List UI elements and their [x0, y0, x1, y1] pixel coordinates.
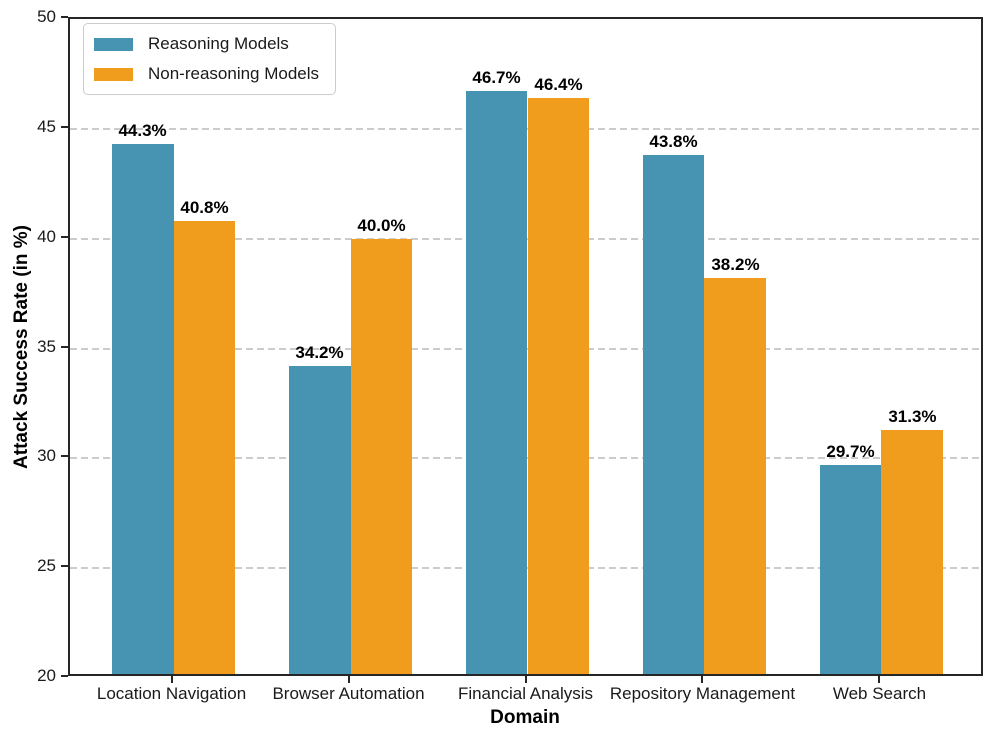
y-tick-mark	[61, 125, 68, 128]
x-tick-label: Repository Management	[609, 684, 796, 703]
y-tick-mark	[61, 16, 68, 18]
x-tick-mark	[878, 676, 881, 683]
x-tick-mark	[170, 676, 173, 683]
bar-reasoning-models	[111, 144, 174, 674]
x-tick-label: Location Navigation	[96, 684, 247, 703]
y-tick-label: 20	[37, 666, 56, 685]
bar-value-label: 31.3%	[888, 406, 937, 426]
bar-nonreasoning-models	[881, 429, 944, 674]
legend-item-nonreasoning-models: Non-reasoning Models	[94, 64, 319, 84]
bar-value-label: 29.7%	[826, 441, 875, 461]
bar-reasoning-models	[642, 155, 705, 674]
x-axis-title: Domain	[490, 707, 560, 728]
y-tick-label: 25	[37, 556, 56, 576]
y-tick-mark	[61, 235, 68, 238]
bar-nonreasoning-models	[704, 278, 767, 674]
y-tick-label: 40	[37, 226, 56, 246]
y-tick-mark	[61, 345, 68, 348]
bar-value-label: 38.2%	[711, 255, 760, 275]
legend-swatch-reasoning-models	[94, 37, 133, 51]
x-tick-label: Financial Analysis	[457, 684, 594, 703]
y-tick-mark	[61, 565, 68, 568]
x-tick-label: Browser Automation	[272, 684, 425, 703]
bar-value-label: 46.7%	[472, 68, 521, 88]
bar-reasoning-models	[465, 91, 528, 674]
bar-value-label: 40.0%	[357, 215, 406, 235]
y-tick-mark	[61, 675, 68, 677]
y-tick-label: 50	[37, 7, 56, 26]
bar-reasoning-models	[819, 464, 882, 674]
legend-item-reasoning-models: Reasoning Models	[94, 34, 319, 54]
y-tick-label: 45	[37, 116, 56, 136]
legend: Reasoning Models Non-reasoning Models	[83, 23, 337, 95]
x-tick-mark	[701, 676, 704, 683]
x-tick-label: Web Search	[832, 684, 927, 703]
bar-value-label: 34.2%	[295, 343, 344, 363]
bar-value-label: 43.8%	[649, 132, 698, 152]
legend-label-nonreasoning-models: Non-reasoning Models	[148, 64, 320, 83]
y-tick-mark	[61, 455, 68, 458]
bar-nonreasoning-models	[350, 238, 413, 674]
bar-value-label: 40.8%	[180, 198, 229, 218]
y-tick-label: 35	[37, 336, 56, 356]
legend-swatch-nonreasoning-models	[94, 67, 133, 81]
bar-nonreasoning-models	[527, 98, 590, 674]
bar-nonreasoning-models	[173, 221, 236, 674]
bar-value-label: 46.4%	[534, 75, 583, 95]
plot-area: Reasoning Models Non-reasoning Models 44…	[68, 17, 983, 676]
y-tick-label: 30	[37, 446, 56, 466]
bar-reasoning-models	[288, 366, 351, 674]
bar-value-label: 44.3%	[118, 121, 167, 141]
legend-label-reasoning-models: Reasoning Models	[148, 34, 289, 53]
x-tick-mark	[524, 676, 527, 683]
x-tick-mark	[347, 676, 350, 683]
